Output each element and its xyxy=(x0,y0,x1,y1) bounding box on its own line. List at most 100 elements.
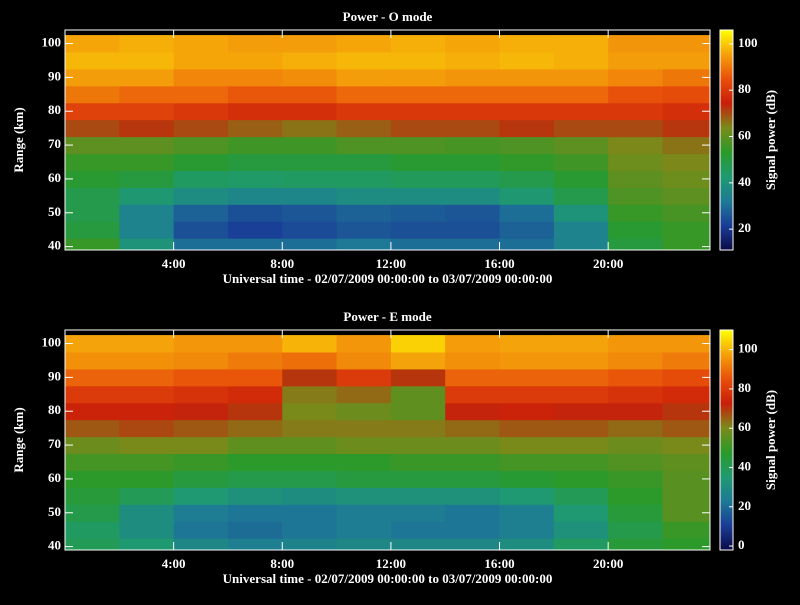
heatmap-cell xyxy=(65,136,120,155)
heatmap-cell xyxy=(227,170,283,188)
heatmap-cell xyxy=(119,35,175,53)
heatmap-cell xyxy=(608,85,663,104)
heatmap-cell xyxy=(390,119,446,138)
heatmap-cell xyxy=(173,119,229,138)
colorbar-tick-label: 100 xyxy=(738,35,758,50)
heatmap-cell xyxy=(282,538,338,550)
heatmap-cell xyxy=(119,368,175,387)
heatmap-cell xyxy=(336,153,392,171)
heatmap-cell xyxy=(227,352,283,370)
heatmap-cell xyxy=(499,238,555,250)
heatmap-cell xyxy=(499,68,555,87)
colorbar-tick-label: 80 xyxy=(738,380,751,395)
heatmap-cell xyxy=(173,85,229,104)
heatmap-cell xyxy=(227,402,283,421)
heatmap-cell xyxy=(445,85,501,104)
heatmap-cell xyxy=(119,52,175,70)
heatmap-cells xyxy=(65,335,710,550)
heatmap-cell xyxy=(608,335,663,353)
heatmap-cell xyxy=(608,521,663,539)
heatmap-cell xyxy=(65,335,120,353)
heatmap-cell xyxy=(65,170,120,188)
y-tick-label: 90 xyxy=(48,368,61,383)
heatmap-cell xyxy=(336,238,392,250)
heatmap-cell xyxy=(119,538,175,550)
heatmap-cell xyxy=(65,221,120,239)
heatmap-cell xyxy=(119,153,175,171)
heatmap-cell xyxy=(553,453,609,471)
heatmap-cell xyxy=(608,453,663,471)
heatmap-cell xyxy=(553,153,609,171)
heatmap-cell xyxy=(65,487,120,505)
heatmap-cell xyxy=(608,221,663,239)
heatmap-cell xyxy=(608,204,663,222)
heatmap-cell xyxy=(119,335,175,353)
heatmap-cell xyxy=(390,470,446,488)
y-tick-label: 90 xyxy=(48,68,61,83)
colorbar-tick-label: 60 xyxy=(738,128,751,143)
heatmap-cell xyxy=(608,170,663,188)
heatmap-cell xyxy=(608,68,663,87)
colorbar-tick-label: 40 xyxy=(738,174,751,189)
heatmap-cell xyxy=(445,221,501,239)
heatmap-cell xyxy=(65,204,120,222)
y-tick-label: 100 xyxy=(42,35,62,50)
heatmap-cell xyxy=(608,504,663,522)
heatmap-cell xyxy=(390,487,446,505)
heatmap-cell xyxy=(227,385,283,404)
heatmap-cell xyxy=(173,453,229,471)
heatmap-cell xyxy=(173,35,229,53)
heatmap-cell xyxy=(553,102,609,121)
heatmap-cell xyxy=(553,170,609,188)
heatmap-cell xyxy=(608,368,663,387)
heatmap-cell xyxy=(662,119,710,138)
heatmap-cell xyxy=(445,119,501,138)
y-tick-label: 80 xyxy=(48,102,61,117)
heatmap-cell xyxy=(173,538,229,550)
heatmap-cell xyxy=(445,52,501,70)
heatmap-cell xyxy=(445,504,501,522)
heatmap-cell xyxy=(608,102,663,121)
heatmap-cell xyxy=(445,68,501,87)
heatmap-cell xyxy=(553,35,609,53)
heatmap-cell xyxy=(390,221,446,239)
heatmap-cell xyxy=(608,470,663,488)
heatmap-cell xyxy=(662,335,710,353)
heatmap-cell xyxy=(445,368,501,387)
heatmap-cell xyxy=(65,419,120,438)
heatmap-cell xyxy=(608,119,663,138)
heatmap-cell xyxy=(608,187,663,205)
chart-title: Power - O mode xyxy=(343,9,433,24)
heatmap-cell xyxy=(227,52,283,70)
heatmap-cell xyxy=(173,368,229,387)
heatmap-cell xyxy=(336,487,392,505)
colorbar-label: Signal power (dB) xyxy=(763,390,778,490)
heatmap-cell xyxy=(173,521,229,539)
heatmap-cell xyxy=(282,521,338,539)
heatmap-cell xyxy=(119,453,175,471)
heatmap-cell xyxy=(662,368,710,387)
heatmap-cell xyxy=(553,487,609,505)
heatmap-cell xyxy=(119,521,175,539)
heatmap-cell xyxy=(282,119,338,138)
colorbar-tick-label: 40 xyxy=(738,458,751,473)
y-tick-label: 70 xyxy=(48,136,61,151)
heatmap-cell xyxy=(499,187,555,205)
heatmap-cell xyxy=(553,85,609,104)
heatmap-cell xyxy=(282,402,338,421)
heatmap-cell xyxy=(499,487,555,505)
heatmap-cell xyxy=(227,35,283,53)
heatmap-cell xyxy=(499,453,555,471)
heatmap-cell xyxy=(282,102,338,121)
heatmap-cell xyxy=(390,419,446,438)
heatmap-cell xyxy=(499,436,555,455)
heatmap-cell xyxy=(662,204,710,222)
heatmap-cell xyxy=(445,170,501,188)
heatmap-cell xyxy=(173,402,229,421)
heatmap-cell xyxy=(173,204,229,222)
heatmap-cell xyxy=(390,238,446,250)
heatmap-cell xyxy=(390,504,446,522)
heatmap-cell xyxy=(227,119,283,138)
x-tick-label: 20:00 xyxy=(593,256,623,271)
x-axis-label: Universal time - 02/07/2009 00:00:00 to … xyxy=(223,571,553,586)
